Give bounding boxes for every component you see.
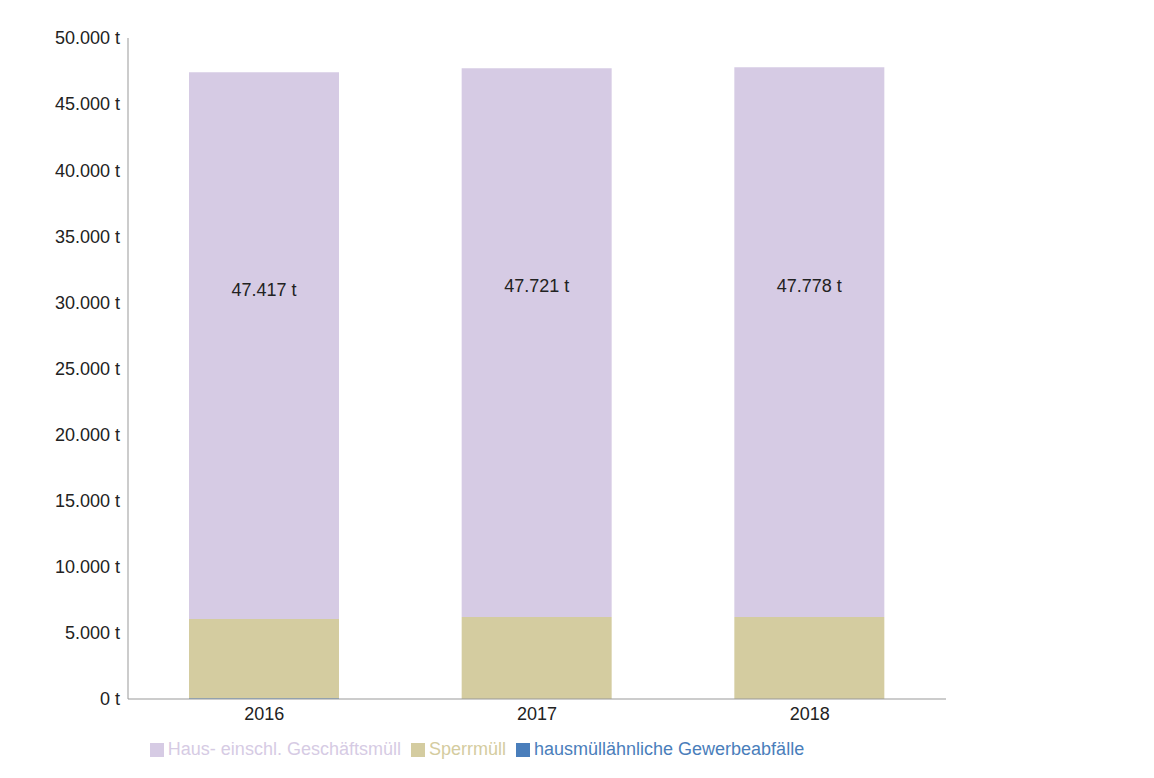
html-text:Haus- einschl. Geschäftsmüll: Haus- einschl. Geschäftsmüll — [167, 739, 401, 759]
svg-text:47.721 t: 47.721 t — [504, 276, 569, 296]
svg-text:15.000 t: 15.000 t — [55, 491, 120, 511]
svg-text:20.000 t: 20.000 t — [55, 425, 120, 445]
svg-text:2016: 2016 — [244, 704, 284, 724]
svg-text:47.778 t: 47.778 t — [777, 276, 842, 296]
svg-text:30.000 t: 30.000 t — [55, 293, 120, 313]
svg-text:35.000 t: 35.000 t — [55, 227, 120, 247]
svg-text:47.417 t: 47.417 t — [231, 280, 296, 300]
svg-text:2018: 2018 — [790, 704, 830, 724]
svg-text:25.000 t: 25.000 t — [55, 359, 120, 379]
html-text:hausmüllähnliche Gewerbeabfäll: hausmüllähnliche Gewerbeabfälle — [534, 739, 805, 759]
svg-text:5.000 t: 5.000 t — [65, 623, 120, 643]
svg-text:40.000 t: 40.000 t — [55, 161, 120, 181]
svg-text:2017: 2017 — [517, 704, 557, 724]
svg-text:10.000 t: 10.000 t — [55, 557, 120, 577]
svg-text:50.000 t: 50.000 t — [55, 28, 120, 48]
html-text:Sperrmüll: Sperrmüll — [428, 739, 506, 759]
svg-text:45.000 t: 45.000 t — [55, 94, 120, 114]
svg-text:0 t: 0 t — [100, 689, 120, 709]
